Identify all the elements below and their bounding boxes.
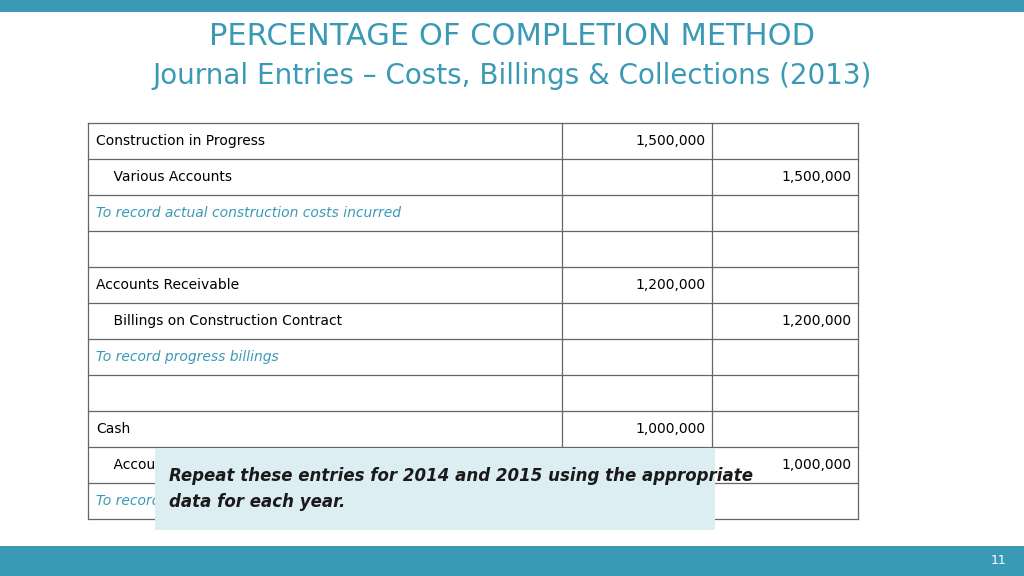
Text: 11: 11 (990, 555, 1006, 567)
Text: 1,200,000: 1,200,000 (782, 314, 852, 328)
Text: 1,000,000: 1,000,000 (782, 458, 852, 472)
Bar (0, 0, 1024, 12)
Bar (155, 448, 715, 530)
Text: Accounts Receivable: Accounts Receivable (96, 458, 257, 472)
Text: To record progress billings: To record progress billings (96, 350, 279, 364)
Bar (88, 123, 858, 519)
Text: 1,500,000: 1,500,000 (782, 170, 852, 184)
Text: Construction in Progress: Construction in Progress (96, 134, 265, 148)
Text: Various Accounts: Various Accounts (96, 170, 232, 184)
Text: To record cash collections: To record cash collections (96, 494, 275, 508)
Text: Cash: Cash (96, 422, 130, 436)
Text: Accounts Receivable: Accounts Receivable (96, 278, 240, 292)
Text: 1,500,000: 1,500,000 (636, 134, 706, 148)
Text: To record actual construction costs incurred: To record actual construction costs incu… (96, 206, 401, 220)
Text: 1,200,000: 1,200,000 (636, 278, 706, 292)
Text: Repeat these entries for 2014 and 2015 using the appropriate
data for each year.: Repeat these entries for 2014 and 2015 u… (169, 467, 753, 511)
Text: Billings on Construction Contract: Billings on Construction Contract (96, 314, 342, 328)
Text: Journal Entries – Costs, Billings & Collections (2013): Journal Entries – Costs, Billings & Coll… (153, 62, 871, 90)
Text: 1,000,000: 1,000,000 (636, 422, 706, 436)
Text: PERCENTAGE OF COMPLETION METHOD: PERCENTAGE OF COMPLETION METHOD (209, 22, 815, 51)
Bar (0, 546, 1024, 576)
